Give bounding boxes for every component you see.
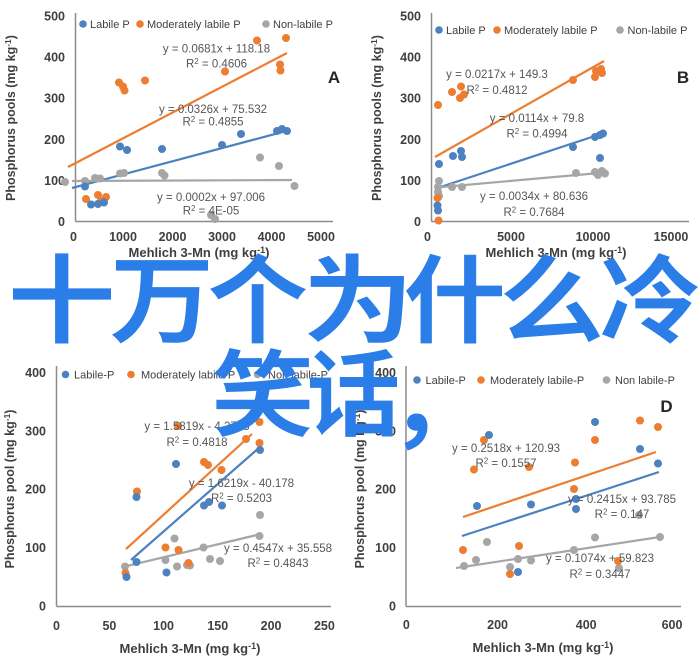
svg-text:400: 400 (576, 618, 597, 632)
svg-text:100: 100 (44, 174, 65, 188)
svg-text:200: 200 (261, 619, 282, 633)
svg-text:y = 0.4547x + 35.558: y = 0.4547x + 35.558 (224, 543, 332, 555)
svg-text:4000: 4000 (258, 230, 286, 244)
svg-text:Moderately labile P: Moderately labile P (147, 19, 241, 31)
svg-text:0: 0 (58, 215, 65, 229)
svg-text:Labile P: Labile P (446, 25, 486, 37)
svg-text:200: 200 (487, 618, 508, 632)
svg-text:200: 200 (44, 133, 65, 147)
svg-text:0: 0 (403, 618, 410, 632)
svg-text:Mehlich 3-Mn (mg kg-1): Mehlich 3-Mn (mg kg-1) (473, 640, 614, 655)
svg-text:0: 0 (414, 215, 421, 229)
svg-text:Phosphorus pool (mg kg-1): Phosphorus pool (mg kg-1) (352, 410, 367, 569)
svg-text:Moderately labile-P: Moderately labile-P (490, 375, 584, 387)
svg-text:R2 = 0.1557: R2 = 0.1557 (475, 457, 536, 471)
svg-text:50: 50 (102, 619, 116, 633)
svg-text:0: 0 (389, 600, 396, 614)
svg-text:R2 = 4E-05: R2 = 4E-05 (183, 204, 240, 218)
svg-text:Non-labile P: Non-labile P (628, 25, 688, 37)
svg-text:100: 100 (400, 174, 421, 188)
svg-text:Mehlich 3-Mn (mg kg-1): Mehlich 3-Mn (mg kg-1) (486, 245, 627, 260)
svg-text:10000: 10000 (576, 230, 611, 244)
svg-text:B: B (677, 68, 689, 87)
svg-text:400: 400 (375, 366, 396, 380)
svg-text:y = 0.1074x + 59.823: y = 0.1074x + 59.823 (546, 553, 654, 565)
svg-text:R2 = 0.4812: R2 = 0.4812 (466, 84, 527, 98)
svg-text:R2 = 0.4818: R2 = 0.4818 (166, 436, 227, 450)
svg-text:600: 600 (662, 618, 683, 632)
svg-text:400: 400 (25, 366, 46, 380)
svg-text:Labile P: Labile P (90, 19, 130, 31)
svg-text:A: A (328, 68, 340, 87)
svg-text:Phosphorus pools (mg kg-1): Phosphorus pools (mg kg-1) (3, 35, 18, 201)
svg-text:R2 = 0.147: R2 = 0.147 (595, 508, 650, 522)
svg-text:500: 500 (400, 10, 421, 24)
svg-text:R2 = 0.4855: R2 = 0.4855 (182, 115, 243, 129)
svg-text:0: 0 (39, 600, 46, 614)
svg-text:200: 200 (25, 483, 46, 497)
svg-text:y = 0.0034x + 80.636: y = 0.0034x + 80.636 (480, 191, 588, 203)
svg-text:R2 = 0.4994: R2 = 0.4994 (506, 127, 568, 141)
svg-text:150: 150 (207, 619, 228, 633)
svg-text:R2 = 0.3447: R2 = 0.3447 (569, 568, 630, 582)
svg-text:Non-labile P: Non-labile P (273, 19, 333, 31)
svg-text:0: 0 (424, 230, 431, 244)
svg-text:200: 200 (400, 133, 421, 147)
svg-text:300: 300 (400, 92, 421, 106)
svg-text:y = 0.0681x + 118.18: y = 0.0681x + 118.18 (163, 44, 270, 56)
svg-text:R2 = 0.5203: R2 = 0.5203 (211, 492, 272, 506)
svg-text:3000: 3000 (208, 230, 236, 244)
svg-text:100: 100 (375, 541, 396, 555)
svg-text:100: 100 (153, 619, 174, 633)
svg-text:y = 0.0002x + 97.006: y = 0.0002x + 97.006 (157, 192, 265, 204)
svg-text:300: 300 (25, 424, 46, 438)
svg-text:Mehlich 3-Mn (mg kg-1): Mehlich 3-Mn (mg kg-1) (129, 245, 270, 260)
svg-text:Mehlich 3-Mn (mg kg-1): Mehlich 3-Mn (mg kg-1) (120, 641, 261, 656)
svg-text:100: 100 (25, 541, 46, 555)
svg-text:R2 = 0.7684: R2 = 0.7684 (503, 206, 565, 220)
svg-text:Moderately labile P: Moderately labile P (504, 25, 598, 37)
svg-text:Phosphorus pools (mg kg-1): Phosphorus pools (mg kg-1) (369, 35, 384, 201)
svg-text:Labile-P: Labile-P (74, 370, 114, 382)
svg-text:D: D (660, 397, 672, 416)
svg-text:2000: 2000 (159, 230, 187, 244)
svg-text:y = 1.6219x - 40.178: y = 1.6219x - 40.178 (189, 478, 294, 490)
svg-text:0: 0 (53, 619, 60, 633)
svg-text:0: 0 (70, 230, 77, 244)
svg-text:y = 0.2518x + 120.93: y = 0.2518x + 120.93 (452, 443, 560, 455)
svg-text:Labile-P: Labile-P (426, 375, 466, 387)
svg-text:250: 250 (314, 619, 335, 633)
svg-text:R2 = 0.4606: R2 = 0.4606 (186, 57, 247, 71)
svg-text:200: 200 (375, 483, 396, 497)
svg-text:y = 0.2415x + 93.785: y = 0.2415x + 93.785 (568, 494, 676, 506)
svg-text:Phosphorus pool (mg kg-1): Phosphorus pool (mg kg-1) (2, 410, 17, 569)
svg-text:15000: 15000 (654, 230, 689, 244)
svg-text:5000: 5000 (497, 230, 525, 244)
svg-text:Moderately labile-P: Moderately labile-P (141, 370, 235, 382)
svg-text:500: 500 (44, 10, 65, 24)
svg-text:400: 400 (400, 51, 421, 65)
svg-text:400: 400 (44, 51, 65, 65)
svg-text:1000: 1000 (109, 230, 137, 244)
svg-text:y = 0.0326x + 75.532: y = 0.0326x + 75.532 (159, 104, 267, 116)
svg-text:Non labile-P: Non labile-P (615, 375, 675, 387)
svg-text:R2 = 0.4843: R2 = 0.4843 (247, 557, 308, 571)
svg-text:300: 300 (44, 92, 65, 106)
svg-text:y = 0.0114x + 79.8: y = 0.0114x + 79.8 (490, 113, 584, 125)
svg-text:y = 0.0217x + 149.3: y = 0.0217x + 149.3 (446, 69, 548, 81)
svg-text:5000: 5000 (307, 230, 335, 244)
